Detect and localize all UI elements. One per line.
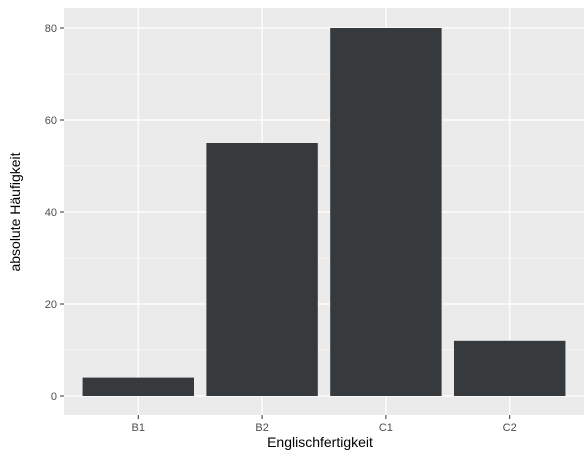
bar-c2 [454, 340, 566, 396]
y-tick-label: 0 [51, 391, 57, 403]
x-axis-title: Englischfertigkeit [267, 434, 373, 450]
bars [82, 28, 566, 396]
y-tick-label: 20 [45, 299, 57, 311]
x-tick-label: C2 [503, 422, 517, 434]
bar-b2 [206, 143, 318, 396]
x-tick-label: B1 [132, 422, 145, 434]
y-tick-label: 60 [45, 115, 57, 127]
y-tick-label: 80 [45, 23, 57, 35]
y-tick-label: 40 [45, 207, 57, 219]
x-axis-ticks: B1 B2 C1 C2 [132, 415, 517, 434]
x-tick-label: C1 [379, 422, 393, 434]
bar-b1 [82, 377, 194, 396]
y-axis-ticks: 0 20 40 60 80 [45, 23, 64, 403]
bar-c1 [330, 28, 442, 396]
y-axis-title: absolute Häufigkeit [7, 152, 23, 271]
x-tick-label: B2 [255, 422, 268, 434]
